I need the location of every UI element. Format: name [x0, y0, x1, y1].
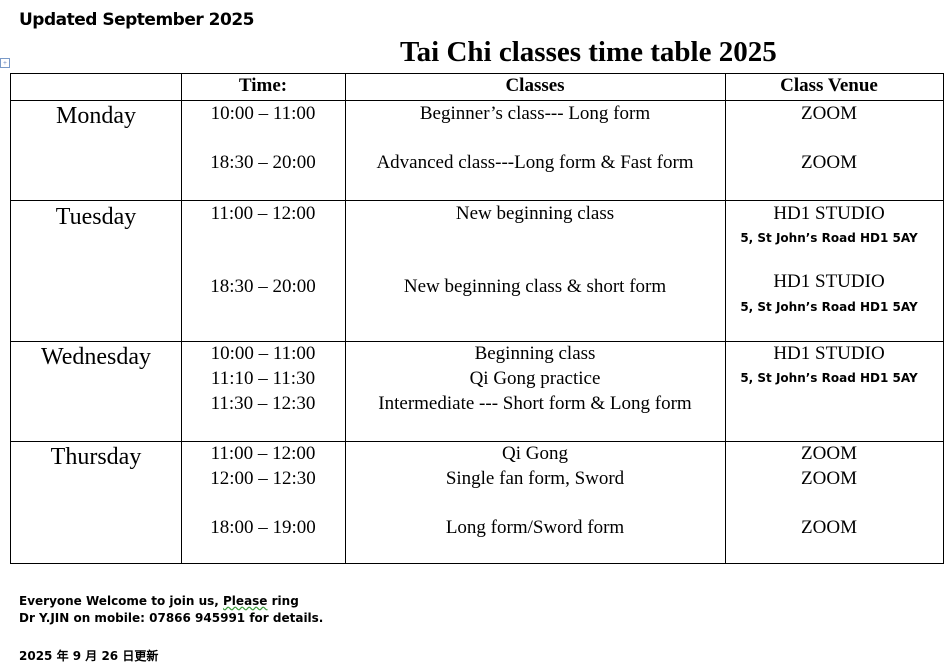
- divider: [11, 200, 943, 201]
- time: 10:00 – 11:00: [210, 103, 316, 124]
- day-tuesday: Tuesday: [55, 204, 137, 230]
- time: 18:30 – 20:00: [210, 152, 316, 173]
- table-move-handle-icon[interactable]: +: [0, 58, 10, 68]
- class-name: Intermediate --- Short form & Long form: [378, 393, 692, 414]
- venue: HD1 STUDIO: [773, 271, 885, 292]
- class-name: Qi Gong practice: [469, 368, 601, 389]
- day-monday: Monday: [56, 103, 136, 129]
- class-name: Beginning class: [474, 343, 596, 364]
- chinese-update-date: 2025 年 9 月 26 日更新: [19, 649, 159, 663]
- venue-address: 5, St John’s Road HD1 5AY: [740, 231, 918, 245]
- venue: ZOOM: [801, 517, 857, 538]
- day-thursday: Thursday: [50, 444, 142, 470]
- day-wednesday: Wednesday: [40, 344, 152, 370]
- time: 18:30 – 20:00: [210, 276, 316, 297]
- venue: HD1 STUDIO: [773, 343, 885, 364]
- time: 10:00 – 11:00: [210, 343, 316, 364]
- divider: [345, 74, 346, 563]
- venue-address: 5, St John’s Road HD1 5AY: [740, 300, 918, 314]
- updated-note: Updated September 2025: [19, 10, 255, 30]
- divider: [11, 100, 943, 101]
- time: 11:00 – 12:00: [210, 203, 316, 224]
- time: 11:30 – 12:30: [210, 393, 316, 414]
- class-name: New beginning class: [455, 203, 615, 224]
- header-classes: Classes: [505, 75, 565, 96]
- header-venue: Class Venue: [780, 75, 878, 96]
- text: Please: [223, 594, 268, 608]
- text: ring: [267, 594, 299, 608]
- contact-line-1: Everyone Welcome to join us, Please ring: [19, 593, 323, 610]
- venue-address: 5, St John’s Road HD1 5AY: [740, 371, 918, 385]
- contact-note: Everyone Welcome to join us, Please ring…: [19, 593, 323, 627]
- page-title: Tai Chi classes time table 2025: [400, 36, 777, 68]
- class-name: Long form/Sword form: [445, 517, 625, 538]
- divider: [725, 74, 726, 563]
- header-time: Time:: [238, 75, 288, 96]
- contact-line-2: Dr Y.JIN on mobile: 07866 945991 for det…: [19, 611, 324, 625]
- class-name: Advanced class---Long form & Fast form: [376, 152, 694, 173]
- timetable: Time: Classes Class Venue Monday 10:00 –…: [10, 73, 944, 564]
- time: 11:00 – 12:00: [210, 443, 316, 464]
- venue: ZOOM: [801, 152, 857, 173]
- divider: [11, 341, 943, 342]
- time: 18:00 – 19:00: [210, 517, 316, 538]
- text: Everyone Welcome to join us,: [19, 594, 224, 608]
- time: 12:00 – 12:30: [210, 468, 316, 489]
- class-name: New beginning class & short form: [403, 276, 667, 297]
- divider: [181, 74, 182, 563]
- venue: ZOOM: [801, 103, 857, 124]
- venue: ZOOM: [801, 468, 857, 489]
- venue: ZOOM: [801, 443, 857, 464]
- venue: HD1 STUDIO: [773, 203, 885, 224]
- divider: [11, 441, 943, 442]
- class-name: Single fan form, Sword: [445, 468, 625, 489]
- class-name: Beginner’s class--- Long form: [419, 103, 651, 124]
- class-name: Qi Gong: [502, 443, 568, 464]
- time: 11:10 – 11:30: [210, 368, 316, 389]
